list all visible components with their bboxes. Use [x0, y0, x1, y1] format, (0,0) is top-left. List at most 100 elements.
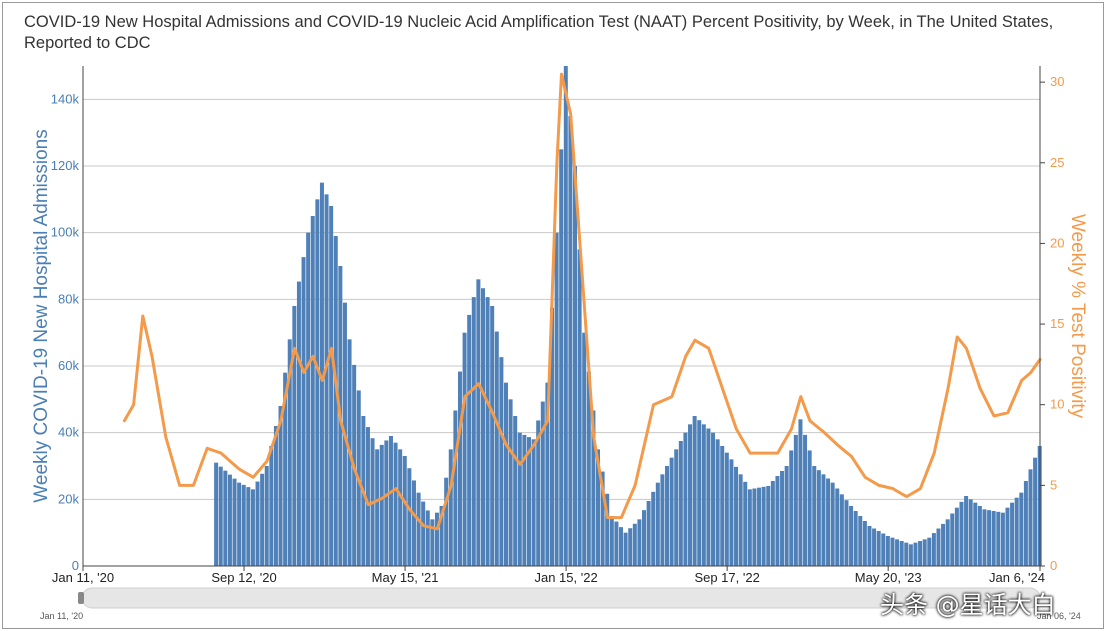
x-tick-label: May 15, '21	[372, 570, 439, 585]
admissions-bar	[987, 510, 992, 566]
admissions-bar	[255, 481, 260, 566]
admissions-bar	[1000, 512, 1005, 566]
admissions-bar	[724, 452, 729, 566]
admissions-bar	[839, 494, 844, 566]
right-tick-label: 10	[1050, 397, 1064, 412]
admissions-bar	[701, 424, 706, 566]
admissions-bar	[959, 501, 964, 566]
range-end-label: Jan 06, '24	[1037, 611, 1081, 621]
watermark-text: 头条 @星话大白	[880, 591, 1056, 619]
admissions-bar	[260, 473, 265, 566]
range-slider-handle-left[interactable]	[78, 592, 84, 604]
admissions-bar	[471, 297, 476, 566]
left-tick-label: 140k	[51, 91, 80, 106]
admissions-bar	[531, 439, 536, 566]
admissions-bar	[977, 506, 982, 566]
admissions-bar	[651, 491, 656, 566]
admissions-bar	[646, 501, 651, 566]
admissions-bar	[711, 432, 716, 566]
admissions-bar	[812, 466, 817, 566]
admissions-bar	[430, 519, 435, 566]
admissions-bar	[784, 466, 789, 566]
admissions-bar	[770, 481, 775, 566]
admissions-bar	[416, 492, 421, 566]
admissions-bar	[237, 482, 242, 566]
admissions-bar	[573, 166, 578, 566]
x-tick-label: Jan 11, '20	[52, 570, 114, 585]
admissions-bar	[752, 488, 757, 566]
admissions-bar	[1023, 481, 1028, 566]
admissions-bar	[729, 459, 734, 566]
admissions-bar	[310, 216, 315, 566]
admissions-bar	[954, 507, 959, 566]
admissions-bar	[444, 477, 449, 566]
admissions-bar	[457, 371, 462, 566]
admissions-bar	[890, 537, 895, 566]
admissions-bar	[214, 462, 219, 566]
admissions-bar	[688, 424, 693, 566]
left-axis-ticks: 0 20k 40k 60k 80k 100k 120k 140k	[51, 91, 80, 573]
range-start-label: Jan 11, '20	[40, 611, 83, 621]
admissions-bar	[596, 449, 601, 566]
left-tick-label: 120k	[51, 158, 80, 173]
admissions-bar	[292, 306, 297, 566]
admissions-bar	[480, 288, 485, 566]
admissions-bar	[283, 372, 288, 566]
admissions-bar	[365, 427, 370, 566]
left-tick-label: 60k	[58, 358, 79, 373]
admissions-bar	[867, 526, 872, 566]
admissions-bar	[899, 541, 904, 566]
admissions-bar	[545, 382, 550, 566]
admissions-bar	[246, 487, 251, 566]
admissions-bar	[973, 502, 978, 566]
left-tick-label: 0	[72, 558, 79, 573]
admissions-bar	[665, 466, 670, 566]
x-tick-label: Sep 12, '20	[211, 570, 276, 585]
admissions-bar	[793, 434, 798, 566]
admissions-bar	[554, 232, 559, 566]
admissions-bar	[476, 279, 481, 566]
admissions-bar	[858, 516, 863, 566]
admissions-bar	[968, 499, 973, 566]
bar-series	[214, 66, 1042, 567]
admissions-bar	[319, 182, 324, 566]
admissions-bar	[1019, 492, 1024, 566]
admissions-bar	[250, 489, 255, 566]
admissions-bar	[467, 314, 472, 566]
admissions-bar	[789, 450, 794, 566]
admissions-bar	[876, 531, 881, 566]
left-axis-title: Weekly COVID-19 New Hospital Admissions	[31, 129, 52, 502]
admissions-bar	[697, 420, 702, 566]
admissions-bar	[324, 194, 329, 567]
admissions-bar	[927, 537, 932, 566]
x-tick-label: Jan 15, '22	[534, 570, 597, 585]
admissions-bar	[982, 509, 987, 566]
admissions-bar	[434, 512, 439, 566]
admissions-bar	[872, 528, 877, 566]
right-axis-ticks: 0 5 10 15 20 25 30	[1040, 74, 1064, 573]
right-tick-label: 20	[1050, 235, 1064, 250]
admissions-bar	[223, 470, 228, 566]
admissions-bar	[522, 434, 527, 566]
admissions-bar	[655, 482, 660, 566]
admissions-bar	[421, 501, 426, 566]
admissions-bar	[379, 444, 384, 566]
admissions-bar	[660, 474, 665, 566]
admissions-bar	[402, 456, 407, 566]
admissions-bar	[922, 539, 927, 566]
admissions-bar	[278, 406, 283, 566]
left-tick-label: 20k	[58, 491, 79, 506]
admissions-bar	[862, 521, 867, 566]
admissions-bar	[761, 486, 766, 566]
admissions-bar	[600, 471, 605, 566]
x-tick-label: Jan 6, '24	[989, 570, 1045, 585]
admissions-bar	[227, 474, 232, 566]
admissions-bar	[826, 478, 831, 566]
admissions-bar	[296, 281, 301, 566]
admissions-bar	[964, 496, 969, 566]
admissions-bar	[803, 434, 808, 566]
admissions-bar	[945, 519, 950, 566]
admissions-bar	[563, 66, 568, 566]
admissions-bar	[614, 521, 619, 566]
admissions-bar	[490, 306, 495, 566]
